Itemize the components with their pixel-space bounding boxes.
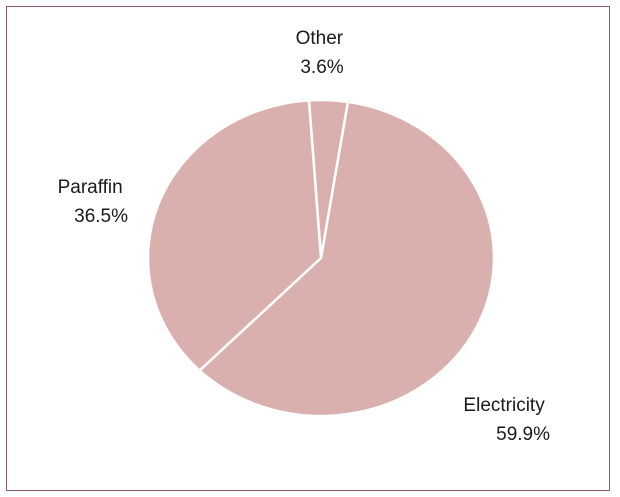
pie-slice-electricity	[198, 100, 496, 418]
pie-slices	[146, 98, 496, 418]
slice-label-paraffin: Paraffin 36.5%	[58, 177, 129, 227]
electricity-percent-label: 59.9%	[496, 424, 550, 445]
other-category-label: Other	[296, 28, 344, 49]
slice-label-other: Other 3.6%	[296, 28, 349, 78]
slice-label-electricity: Electricity 59.9%	[463, 395, 550, 445]
electricity-category-label: Electricity	[463, 395, 545, 416]
paraffin-category-label: Paraffin	[58, 177, 123, 198]
paraffin-percent-label: 36.5%	[74, 206, 128, 227]
pie-slice-paraffin	[146, 99, 323, 372]
other-percent-label: 3.6%	[300, 57, 343, 78]
